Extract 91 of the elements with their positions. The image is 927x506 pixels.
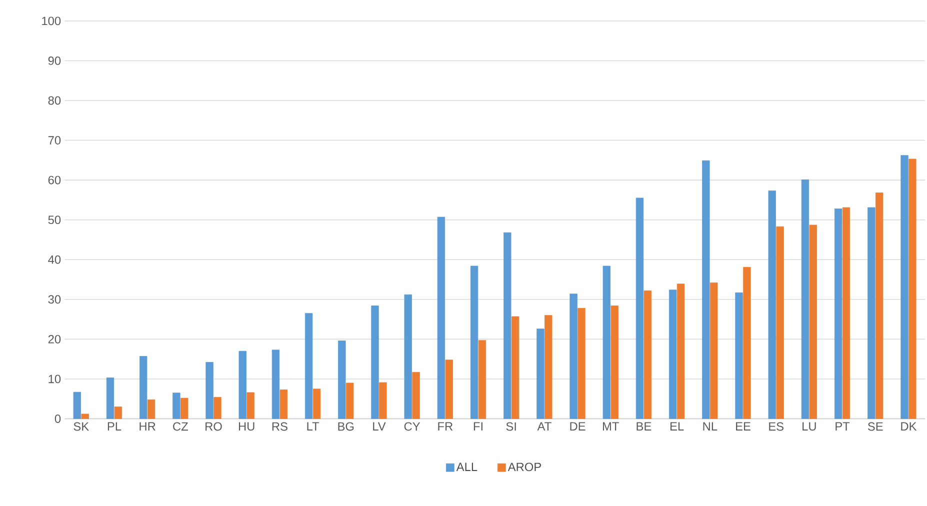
x-tick-label: EE [736,422,750,430]
bar [437,216,446,419]
bar [272,349,280,419]
bar [304,312,313,419]
y-tick-label: 80 [48,96,61,104]
bar [445,359,453,419]
bar [842,207,850,419]
x-tick-label: LT [307,422,320,430]
y-tick-label: 50 [48,215,61,224]
y-tick-label: 60 [48,176,61,184]
bar [511,316,520,419]
bar [702,160,710,419]
x-tick-label: CZ [173,422,188,430]
y-tick-label: 20 [48,334,61,344]
bar [544,314,552,419]
x-tick-label: RS [272,422,288,430]
bar [172,392,180,419]
x-tick-label: FI [474,422,482,430]
bar [776,226,784,419]
bar [346,382,354,419]
x-tick-label: DE [570,422,586,430]
bar [147,399,156,419]
bar [504,232,512,419]
bar [81,414,89,419]
x-tick-label: DK [901,422,917,430]
x-tick-label: CY [404,422,420,430]
x-tick-label: MT [602,422,619,430]
x-tick-label: LU [802,422,816,430]
bar [868,207,876,419]
x-tick-label: FR [438,422,453,430]
bar [876,192,884,419]
y-tick-label: 70 [48,136,61,144]
bar [470,266,478,419]
bar [379,382,387,419]
bar [768,190,776,419]
bar [735,292,743,419]
x-tick-label: HR [140,422,156,430]
bar [238,350,246,419]
x-tick-label: EL [670,422,684,430]
bar [809,224,817,419]
y-tick-label: 40 [48,255,61,264]
bar [280,389,288,419]
bar [610,305,618,419]
bar [114,406,122,419]
x-tick-label: BG [338,422,354,430]
x-tick-label: LV [373,422,386,430]
x-tick-label: HU [238,422,254,430]
bar [834,208,842,419]
bar [371,305,379,419]
x-tick-label: PT [836,422,850,430]
bar [676,283,685,419]
bar [900,154,908,419]
bar [246,392,254,419]
bar [743,266,751,419]
bar [73,392,81,419]
bar [578,308,586,419]
bar [668,289,677,419]
bar [312,388,321,419]
x-tick-label: ES [769,422,784,430]
y-tick-label: 90 [48,56,61,65]
legend-label: ALL [456,462,478,471]
y-tick-label: 30 [48,294,61,304]
legend-label: AROP [508,462,541,471]
x-tick-label: SK [74,422,89,430]
bar [570,293,578,419]
bar [180,398,188,419]
bar [106,377,114,419]
bar [636,198,644,419]
bar [206,362,214,419]
bar [139,356,148,419]
x-tick-label: SI [506,422,516,430]
x-tick-label: RO [206,422,222,430]
bar [801,179,810,419]
bar [536,328,544,419]
bar [710,282,718,419]
bar [478,340,486,419]
x-tick-label: PL [108,422,122,430]
y-tick-label: 100 [42,16,61,25]
bar [644,290,652,419]
bar [602,266,610,419]
x-tick-label: SE [868,422,883,430]
bar [214,396,222,419]
y-tick-label: 10 [48,374,61,383]
bar [908,158,916,419]
y-tick-label: 0 [54,414,61,423]
x-tick-label: BE [636,422,652,430]
bar [412,372,420,419]
bar [338,340,346,419]
x-tick-label: AT [537,422,552,430]
x-tick-label: NL [703,422,718,430]
bar [404,294,412,419]
